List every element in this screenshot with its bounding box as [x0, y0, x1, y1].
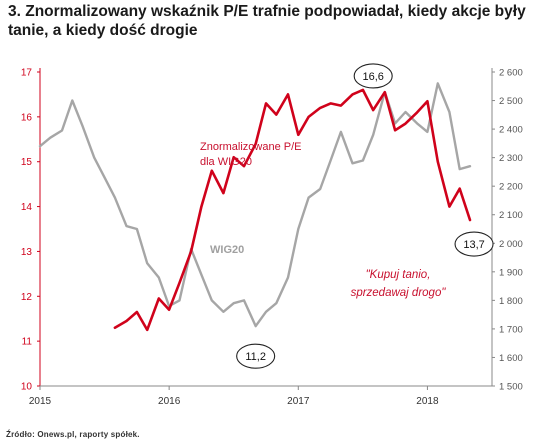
right-tick-label: 1 600 — [499, 353, 523, 364]
pe-series-label: dla WIG20 — [200, 156, 252, 168]
right-tick-label: 1 800 — [499, 296, 523, 307]
right-tick-label: 2 400 — [499, 125, 523, 136]
x-tick-label: 2017 — [287, 396, 310, 407]
strategy-note: sprzedawaj drogo" — [351, 287, 447, 299]
callout-value: 16,6 — [362, 71, 383, 83]
x-tick-label: 2018 — [416, 396, 439, 407]
strategy-note: "Kupuj tanio, — [366, 269, 431, 281]
right-tick-label: 1 700 — [499, 324, 523, 335]
source-note: Źródło: Onews.pl, raporty spółek. — [6, 430, 140, 439]
callout-value: 11,2 — [245, 351, 266, 363]
pe-series-line — [113, 88, 472, 332]
left-tick-label: 17 — [21, 68, 33, 79]
x-tick-label: 2015 — [29, 396, 52, 407]
left-tick-label: 10 — [21, 382, 33, 393]
chart-title: 3. Znormalizowany wskaźnik P/E trafnie p… — [8, 3, 526, 39]
wig20-series-line — [38, 82, 472, 328]
left-tick-label: 12 — [21, 292, 33, 303]
right-tick-label: 1 500 — [499, 382, 523, 393]
right-tick-label: 2 000 — [499, 239, 523, 250]
callout-ellipse — [236, 343, 276, 369]
right-tick-label: 1 900 — [499, 267, 523, 278]
right-tick-label: 2 600 — [499, 68, 523, 79]
callout-ellipse — [353, 63, 393, 89]
left-tick-label: 13 — [21, 247, 33, 258]
wig20-series-label: WIG20 — [210, 244, 244, 256]
left-tick-label: 11 — [22, 337, 33, 348]
right-tick-label: 2 300 — [499, 153, 523, 164]
callout-value: 13,7 — [463, 239, 484, 251]
right-tick-label: 2 500 — [499, 96, 523, 107]
left-tick-label: 16 — [21, 112, 33, 123]
right-tick-label: 2 200 — [499, 182, 523, 193]
right-tick-label: 2 100 — [499, 210, 523, 221]
x-tick-label: 2016 — [158, 396, 181, 407]
left-tick-label: 15 — [21, 157, 33, 168]
left-tick-label: 14 — [21, 202, 33, 213]
callout-ellipse — [454, 231, 494, 257]
pe-series-label: Znormalizowane P/E — [200, 141, 302, 153]
